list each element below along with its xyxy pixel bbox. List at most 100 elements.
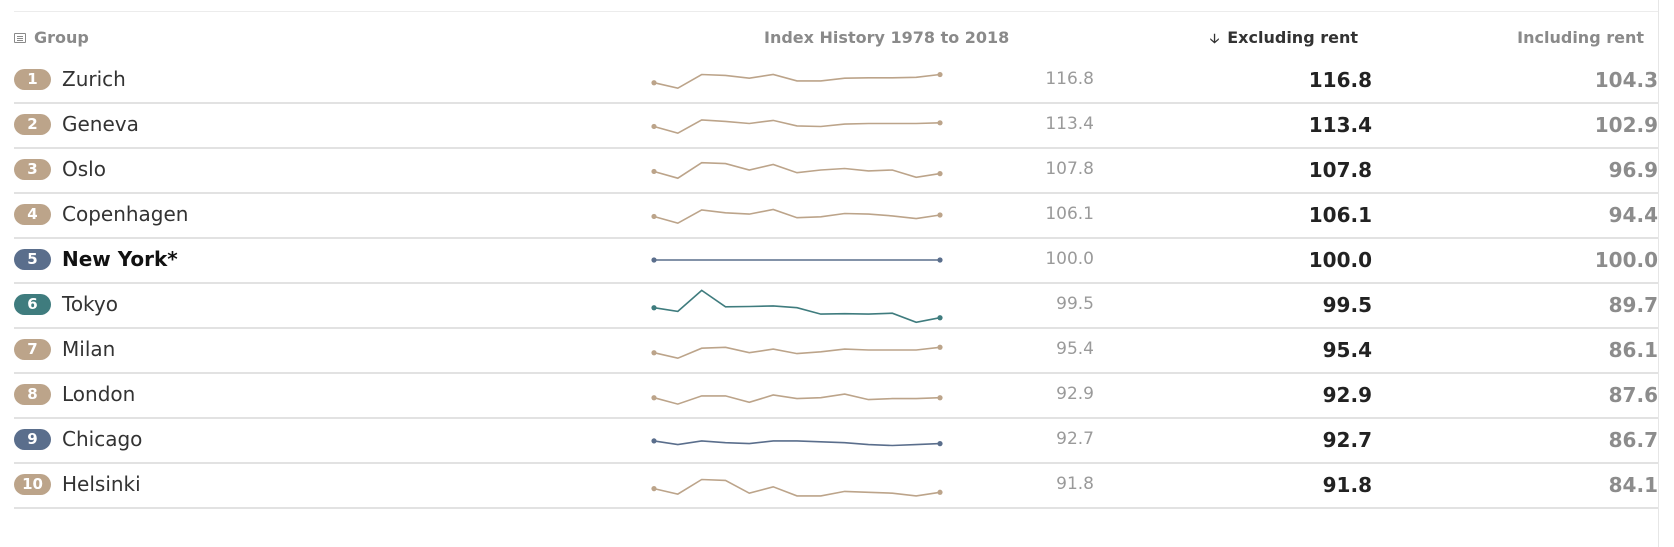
table-row[interactable]: 6 Tokyo 99.5 99.5 89.7 xyxy=(14,281,1658,329)
right-edge-divider xyxy=(1658,0,1659,547)
city-name[interactable]: New York* xyxy=(62,247,178,271)
including-header-label: Including rent xyxy=(1517,28,1644,47)
sparkline-start-point xyxy=(651,80,657,86)
excluding-rent-value: 116.8 xyxy=(1308,68,1372,92)
excluding-rent-value: 106.1 xyxy=(1308,203,1372,227)
city-name[interactable]: Milan xyxy=(62,337,116,361)
including-rent-value: 89.7 xyxy=(1608,293,1658,317)
sparkline-end-point xyxy=(937,395,943,401)
index-history-sparkline xyxy=(651,119,943,135)
excluding-rent-value: 92.9 xyxy=(1322,383,1372,407)
sparkline-value: 113.4 xyxy=(1045,114,1094,134)
including-rent-value: 86.1 xyxy=(1608,338,1658,362)
rank-badge: 6 xyxy=(14,294,51,315)
including-rent-value: 84.1 xyxy=(1608,473,1658,497)
sparkline-path xyxy=(653,73,941,90)
sparkline-value: 92.7 xyxy=(1056,429,1094,449)
sparkline-end-point xyxy=(937,489,943,495)
sparkline-value: 116.8 xyxy=(1045,69,1094,89)
sparkline-end-point xyxy=(937,344,943,350)
city-name[interactable]: London xyxy=(62,382,136,406)
sparkline-start-point xyxy=(651,350,657,356)
sparkline-end-point xyxy=(937,212,943,218)
excluding-rent-value: 107.8 xyxy=(1308,158,1372,182)
index-history-sparkline xyxy=(651,478,943,497)
sparkline-start-point xyxy=(651,395,657,401)
city-name[interactable]: Copenhagen xyxy=(62,202,189,226)
including-rent-value: 87.6 xyxy=(1608,383,1658,407)
sparkline-end-point xyxy=(937,441,943,447)
sparkline-start-point xyxy=(651,305,657,311)
sparkline-end-point xyxy=(937,171,943,177)
index-history-sparkline xyxy=(651,161,943,180)
city-name[interactable]: Helsinki xyxy=(62,472,141,496)
excluding-rent-column-header[interactable]: 🡣 Excluding rent xyxy=(1150,26,1358,52)
sparkline-path xyxy=(653,119,941,135)
index-history-sparkline xyxy=(651,208,943,225)
excluding-header-label: Excluding rent xyxy=(1227,28,1358,47)
table-header: Group Index History 1978 to 2018 🡣 Exclud… xyxy=(0,26,1674,50)
sparkline-value: 99.5 xyxy=(1056,294,1094,314)
sparkline-end-point xyxy=(937,257,943,263)
table-row[interactable]: 4 Copenhagen 106.1 106.1 94.4 xyxy=(14,191,1658,239)
sparkline-value: 100.0 xyxy=(1045,249,1094,269)
excluding-rent-value: 91.8 xyxy=(1322,473,1372,497)
history-header-label: Index History 1978 to 2018 xyxy=(764,28,1010,47)
sparkline-start-point xyxy=(651,123,657,130)
index-history-sparkline xyxy=(651,393,943,405)
city-name[interactable]: Chicago xyxy=(62,427,143,451)
rank-badge: 4 xyxy=(14,204,51,225)
including-rent-value: 96.9 xyxy=(1608,158,1658,182)
table-row[interactable]: 9 Chicago 92.7 92.7 86.7 xyxy=(14,416,1658,464)
sparkline-start-point xyxy=(651,438,657,444)
including-rent-value: 102.9 xyxy=(1594,113,1658,137)
sparkline-path xyxy=(653,440,941,447)
city-name[interactable]: Zurich xyxy=(62,67,126,91)
table-row[interactable]: 2 Geneva 113.4 113.4 102.9 xyxy=(14,101,1658,149)
sparkline-start-point xyxy=(651,213,657,220)
sparkline-path xyxy=(653,478,941,497)
rank-badge: 1 xyxy=(14,69,51,90)
index-history-sparkline xyxy=(651,438,943,447)
rank-badge: 7 xyxy=(14,339,51,360)
index-history-sparkline xyxy=(651,344,943,360)
table-row[interactable]: 10 Helsinki 91.8 91.8 84.1 xyxy=(14,461,1658,509)
group-header-label: Group xyxy=(34,28,89,47)
table-row[interactable]: 8 London 92.9 92.9 87.6 xyxy=(14,371,1658,419)
index-history-sparkline xyxy=(651,257,943,263)
sparkline-path xyxy=(653,346,941,360)
sparkline-path xyxy=(653,208,941,225)
arrow-down-icon: 🡣 xyxy=(1209,32,1220,47)
rank-badge: 10 xyxy=(14,474,51,495)
sparkline-path xyxy=(653,161,941,180)
group-column-header[interactable]: Group xyxy=(14,26,89,50)
sparkline-value: 91.8 xyxy=(1056,474,1094,494)
rank-badge: 9 xyxy=(14,429,51,450)
rank-badge: 5 xyxy=(14,249,51,270)
sparkline-value: 92.9 xyxy=(1056,384,1094,404)
city-name[interactable]: Oslo xyxy=(62,157,106,181)
table-row[interactable]: 1 Zurich 116.8 116.8 104.3 xyxy=(14,56,1658,104)
table-row[interactable]: 5 New York* 100.0 100.0 100.0 xyxy=(14,236,1658,284)
city-name[interactable]: Tokyo xyxy=(62,292,118,316)
excluding-rent-value: 92.7 xyxy=(1322,428,1372,452)
sparkline-path xyxy=(653,393,941,405)
rank-badge: 8 xyxy=(14,384,51,405)
excluding-rent-value: 113.4 xyxy=(1308,113,1372,137)
table-row[interactable]: 3 Oslo 107.8 107.8 96.9 xyxy=(14,146,1658,194)
index-history-sparkline xyxy=(651,289,943,324)
list-icon xyxy=(14,33,26,43)
sparkline-value: 106.1 xyxy=(1045,204,1094,224)
rank-badge: 2 xyxy=(14,114,51,135)
including-rent-column-header[interactable]: Including rent xyxy=(1440,26,1644,50)
sparkline-end-point xyxy=(937,315,943,321)
history-column-header: Index History 1978 to 2018 xyxy=(764,26,1009,50)
table-row[interactable]: 7 Milan 95.4 95.4 86.1 xyxy=(14,326,1658,374)
sparkline-value: 95.4 xyxy=(1056,339,1094,359)
including-rent-value: 104.3 xyxy=(1594,68,1658,92)
top-divider xyxy=(14,11,1658,12)
city-name[interactable]: Geneva xyxy=(62,112,139,136)
excluding-rent-value: 100.0 xyxy=(1308,248,1372,272)
sparkline-start-point xyxy=(651,168,657,175)
including-rent-value: 86.7 xyxy=(1608,428,1658,452)
